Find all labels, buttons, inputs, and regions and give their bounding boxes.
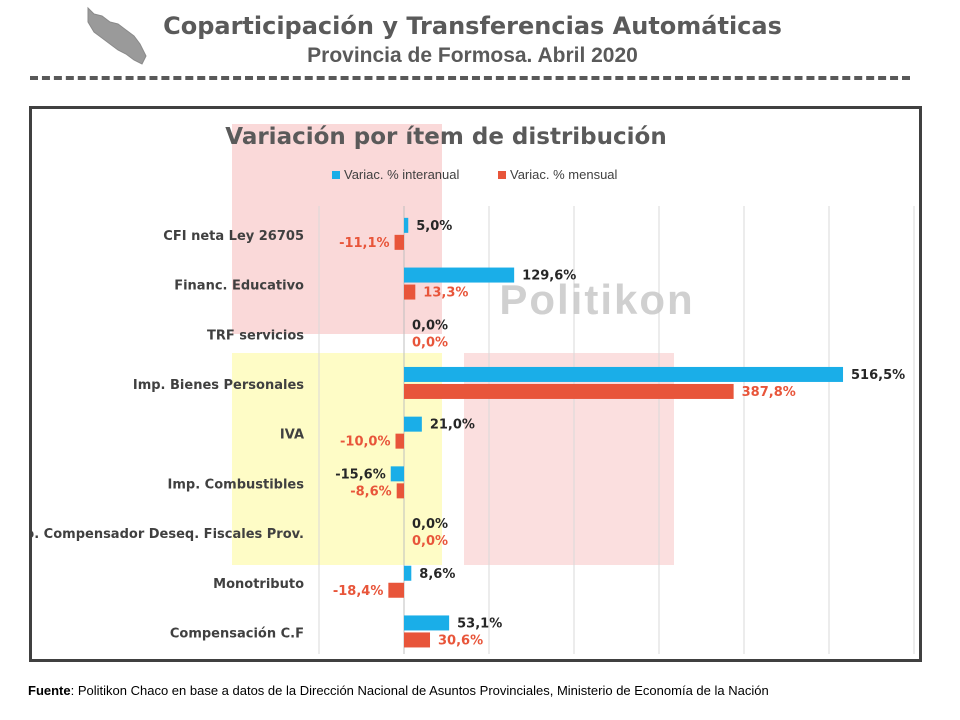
bar [404,267,515,283]
data-label: 5,0% [416,219,452,234]
bar [390,466,404,482]
dashed-divider [30,76,910,80]
bar-chart: Politikon Variación por ítem de distribuc… [32,124,915,654]
data-label: 0,0% [412,318,448,333]
data-label: -8,6% [350,484,391,499]
source-note: Fuente: Politikon Chaco en base a datos … [28,683,769,698]
data-label: 21,0% [430,418,475,433]
legend-label: Variac. % mensual [510,167,618,182]
category-label: Monotributo [213,577,304,592]
bar [404,366,844,382]
source-label: Fuente [28,683,71,698]
watermark-text: Politikon [499,276,694,323]
bar [388,582,404,598]
bar [396,483,404,499]
bar [404,632,431,648]
source-text: : Politikon Chaco en base a datos de la … [70,683,769,698]
page-title: Coparticipación y Transferencias Automát… [163,12,782,40]
bar [404,284,416,300]
data-label: 30,6% [438,633,483,648]
data-label: -10,0% [340,435,391,450]
data-label: 8,6% [419,567,455,582]
legend-swatch [332,171,340,179]
category-label: CFI neta Ley 26705 [163,229,304,244]
bar [404,416,422,432]
data-label: 0,0% [412,534,448,549]
bar [404,565,412,581]
category-label: TRF servicios [207,328,304,343]
chart-frame: Politikon Variación por ítem de distribuc… [29,106,922,662]
category-label: Compensación C.F [170,626,304,641]
data-label: 53,1% [457,616,502,631]
data-label: 516,5% [851,368,905,383]
chart-title: Variación por ítem de distribución [225,124,666,150]
formosa-map-icon [87,6,147,65]
bar [395,433,404,449]
data-label: 0,0% [412,335,448,350]
data-label: -18,4% [333,584,384,599]
category-label: Imp. Bienes Personales [133,378,304,393]
data-label: 0,0% [412,517,448,532]
data-label: 13,3% [423,286,468,301]
data-label: 129,6% [522,269,576,284]
category-label: Fdo. Compensador Deseq. Fiscales Prov. [32,527,304,542]
bar [404,383,734,399]
data-label: -11,1% [339,236,390,251]
legend-label: Variac. % interanual [344,167,459,182]
category-label: Financ. Educativo [174,279,304,294]
bar [404,615,450,631]
legend-swatch [498,171,506,179]
category-label: IVA [280,428,304,443]
bar [394,234,404,250]
category-label: Imp. Combustibles [168,477,305,492]
data-label: -15,6% [335,467,386,482]
page-subtitle: Provincia de Formosa. Abril 2020 [307,44,638,67]
data-label: 387,8% [742,385,796,400]
bar [404,217,409,233]
